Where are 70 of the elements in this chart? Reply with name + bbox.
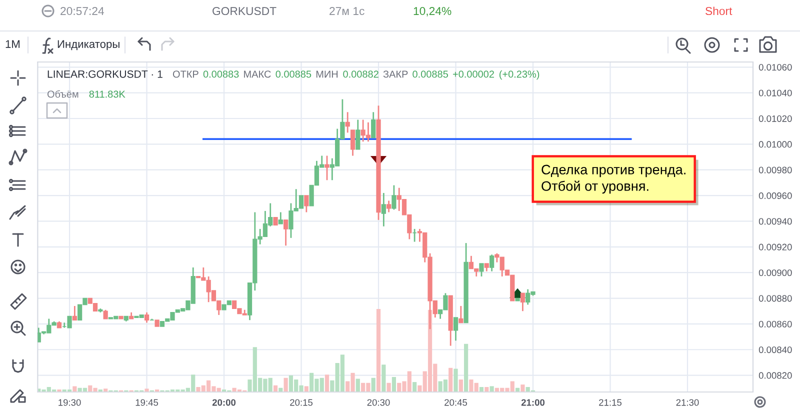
y-tick-label: 0.00940 <box>758 218 792 225</box>
candlestick <box>356 119 360 150</box>
text: GORKUSDT <box>212 6 276 16</box>
candlestick <box>520 292 526 312</box>
candlestick <box>381 192 386 228</box>
x-tick-label: 19:30 <box>58 399 81 406</box>
bar <box>458 380 463 392</box>
y-tick-label: 0.00900 <box>758 269 792 276</box>
candlestick <box>283 219 288 246</box>
x-tick-label: 21:15 <box>599 399 622 406</box>
bar <box>304 386 308 392</box>
bar <box>448 368 453 392</box>
candlestick <box>72 305 78 321</box>
candlestick <box>479 262 484 278</box>
y-tick-label: 0.00840 <box>758 346 792 354</box>
bar <box>371 378 376 392</box>
candlestick <box>371 111 376 138</box>
bar <box>324 374 330 392</box>
text: 20:57:24 <box>60 6 104 16</box>
chart-title: Объём <box>47 90 78 98</box>
candlestick <box>489 254 494 272</box>
text: 10,24% <box>414 6 452 16</box>
text: 27м 1с <box>330 6 364 16</box>
candlestick <box>350 129 356 156</box>
text: ОТКР 0.00883 МАКС 0.00885 МИН 0.00882 ЗАКР 0.00885 +0.00002 (+0.23%) <box>172 70 540 80</box>
candlestick <box>304 194 309 213</box>
text: Short <box>706 6 732 16</box>
text: LINEAR:GORKUSDT · 1 <box>48 70 162 78</box>
bar <box>376 309 381 392</box>
y-tick-label: 0.00880 <box>758 295 792 302</box>
candlestick <box>278 212 283 224</box>
bar <box>454 368 458 392</box>
chart-subtitle: 811.83K <box>89 90 126 98</box>
candlestick <box>458 305 464 324</box>
bar <box>520 384 525 392</box>
x-tick-label: 19:45 <box>136 399 158 406</box>
y-tick-label: 0.01060 <box>758 64 792 71</box>
y-tick-label: 0.01000 <box>758 141 792 148</box>
candlestick <box>324 155 330 181</box>
bar <box>392 377 396 392</box>
y-tick-label: 0.00920 <box>758 244 792 250</box>
bar <box>490 386 494 392</box>
bar <box>386 382 391 392</box>
y-tick-label: 0.00820 <box>758 372 792 379</box>
text: 1M <box>6 40 20 48</box>
y-tick-label: 0.00980 <box>758 166 792 174</box>
candlestick <box>144 312 150 324</box>
text: Индикаторы <box>58 40 120 50</box>
y-tick-label: 0.00960 <box>758 192 792 200</box>
x-tick-label: 20:00 <box>212 399 236 406</box>
bar <box>464 344 468 392</box>
x-tick-label: 20:45 <box>444 399 468 406</box>
x-tick-label: 21:30 <box>676 399 699 406</box>
bar <box>412 382 417 392</box>
bar <box>72 386 77 392</box>
y-tick-label: 0.01020 <box>758 115 792 122</box>
x-tick-label: 21:00 <box>521 399 545 406</box>
bar <box>382 364 386 392</box>
candlestick <box>453 316 458 342</box>
bar <box>356 378 360 392</box>
y-tick-label: 0.01040 <box>758 90 792 96</box>
y-tick-label: 0.00860 <box>758 320 792 328</box>
candlestick <box>345 111 350 134</box>
x-tick-label: 20:30 <box>367 399 390 406</box>
x-tick-label: 20:15 <box>290 399 313 406</box>
bar <box>144 388 149 392</box>
annotation: Сделка против тренда. Отбой от уровня. <box>542 164 686 194</box>
candlestick <box>386 200 392 213</box>
candlestick <box>392 184 396 210</box>
bar <box>284 378 288 392</box>
